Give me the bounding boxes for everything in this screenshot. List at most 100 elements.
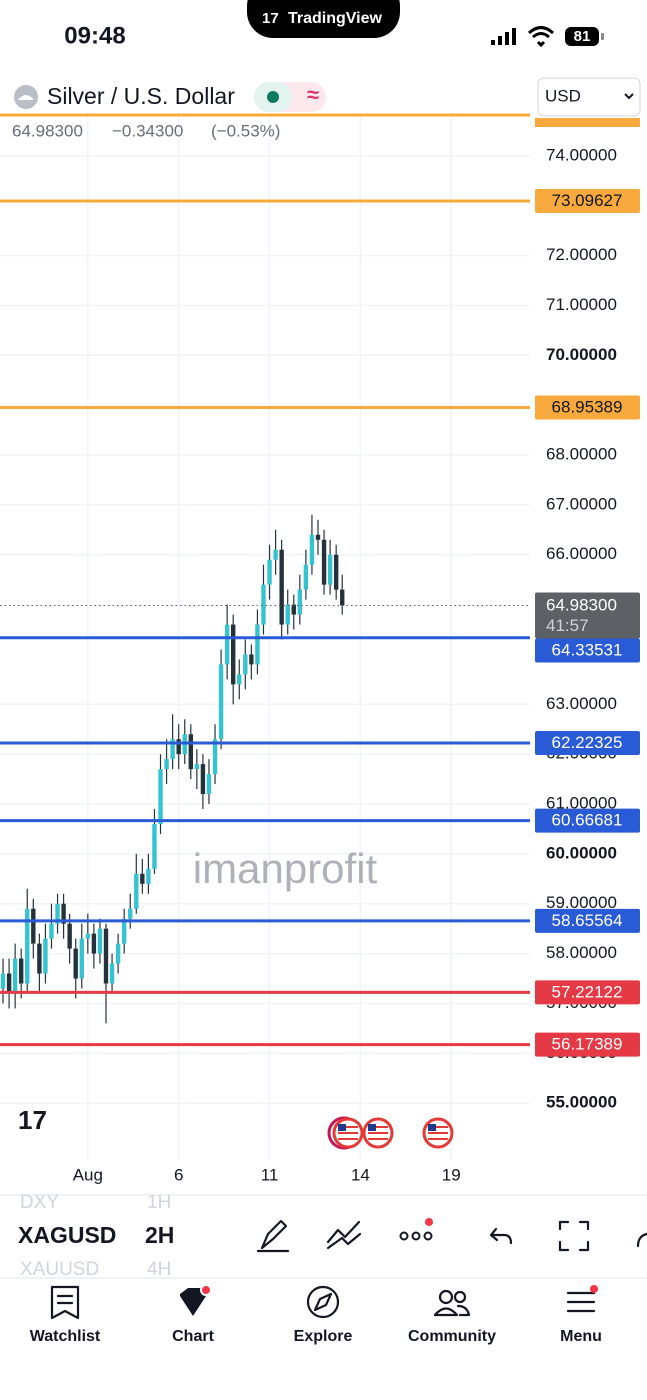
interval-option[interactable]: 1H <box>147 1192 171 1213</box>
candle-body <box>237 674 242 685</box>
delayed-icon: ≈ <box>307 82 319 107</box>
candle-body <box>6 973 12 994</box>
candle-body <box>206 774 212 795</box>
y-tick-label: 67.00000 <box>546 494 617 513</box>
level-label-bg <box>535 808 640 833</box>
interval-option[interactable]: 4H <box>147 1259 171 1280</box>
chart-icon[interactable] <box>180 1284 212 1316</box>
candle-body <box>85 933 91 939</box>
undo-button[interactable] <box>489 1227 513 1245</box>
candle-body <box>273 549 278 560</box>
community-icon[interactable] <box>433 1289 471 1317</box>
level-label-bg <box>535 731 640 756</box>
candle-body <box>315 534 321 540</box>
candle-body <box>285 604 290 625</box>
candle-body <box>327 554 333 585</box>
candle-body <box>218 664 224 740</box>
candle-body <box>158 769 163 824</box>
y-tick-label: 59.00000 <box>546 893 617 912</box>
candle-body <box>134 873 139 909</box>
tv-chart-logo: 17 <box>18 1105 47 1135</box>
x-tick-label: Aug <box>73 1165 103 1184</box>
more-tool[interactable] <box>399 1218 434 1241</box>
level-label: 60.66681 <box>552 811 623 830</box>
nav-label[interactable]: Explore <box>294 1328 353 1345</box>
candle-body <box>128 908 133 919</box>
level-label-bg <box>535 980 640 1005</box>
candle-body <box>115 943 121 964</box>
level-label: 73.09627 <box>552 191 623 210</box>
candle-body <box>19 958 24 984</box>
nav-label[interactable]: Watchlist <box>30 1328 101 1345</box>
y-tick-label: 60.00000 <box>546 843 617 862</box>
candle-body <box>55 903 60 924</box>
candle-body <box>37 943 42 974</box>
candle-body <box>243 654 248 675</box>
level-label-bg <box>535 1032 640 1057</box>
currency-select[interactable] <box>537 77 641 117</box>
x-tick-label: 6 <box>174 1165 183 1184</box>
price-change-pct: (−0.53%) <box>211 121 280 140</box>
symbol-current[interactable]: XAGUSD <box>18 1222 116 1248</box>
candle-body <box>267 559 272 585</box>
nav-label[interactable]: Chart <box>172 1328 214 1345</box>
candle-body <box>43 938 48 974</box>
candle-body <box>249 654 254 665</box>
candle-body <box>0 973 6 989</box>
symbol-name[interactable]: Silver / U.S. Dollar <box>47 83 235 109</box>
level-label-bg <box>535 188 640 213</box>
candle-body <box>255 624 260 665</box>
draw-tool[interactable] <box>256 1219 290 1253</box>
clock: 09:48 <box>64 22 125 49</box>
symbol-option[interactable]: XAUUSD <box>20 1259 99 1280</box>
chart-area: Aug 6 11 14 19 74.00000 72.00000 71.00000 70.000… <box>0 115 640 1184</box>
candle-body <box>261 584 266 625</box>
level-label: 64.33531 <box>552 640 623 659</box>
y-tick-label: 55.00000 <box>546 1093 617 1112</box>
candle-body <box>73 948 78 979</box>
y-tick-label: 72.00000 <box>546 245 617 264</box>
level-label-bg <box>535 908 640 933</box>
more-toolbar[interactable] <box>636 1232 647 1248</box>
level-label: 68.95389 <box>552 397 623 416</box>
indicator-tool[interactable] <box>326 1220 362 1250</box>
candle-body <box>333 554 339 590</box>
candle-body <box>49 923 54 939</box>
symbol-icon-mark <box>18 95 34 100</box>
fullscreen-button[interactable] <box>558 1220 590 1252</box>
explore-icon[interactable] <box>306 1285 340 1319</box>
x-tick-label: 14 <box>351 1165 370 1184</box>
watermark: imanprofit <box>193 845 378 892</box>
candle-body <box>176 739 181 755</box>
level-label: 62.22325 <box>552 733 623 752</box>
tv-logo: 17 <box>262 10 279 27</box>
candle-body <box>25 908 30 984</box>
price-change: −0.34300 <box>112 121 183 140</box>
candle-body <box>170 739 175 760</box>
candle-body <box>231 624 236 685</box>
y-tick-label: 71.00000 <box>546 295 617 314</box>
nav-label[interactable]: Menu <box>560 1328 602 1345</box>
candle-body <box>31 908 36 944</box>
symbol-option[interactable]: DXY <box>20 1192 59 1213</box>
watchlist-icon[interactable] <box>50 1285 80 1320</box>
candle-body <box>309 534 315 565</box>
menu-icon[interactable] <box>566 1285 598 1313</box>
candle-body <box>67 923 72 949</box>
candle-body <box>297 589 303 615</box>
current-price-bg <box>535 592 640 639</box>
event-flags[interactable] <box>327 1116 454 1150</box>
currency-label: USD <box>545 86 581 105</box>
y-tick-label: 58.00000 <box>546 943 617 962</box>
y-tick-label: 61.00000 <box>546 794 617 813</box>
battery-level: 81 <box>574 28 591 45</box>
interval-current[interactable]: 2H <box>145 1222 174 1248</box>
candle-body <box>91 933 97 954</box>
candle-body <box>164 759 169 770</box>
nav-label[interactable]: Community <box>408 1328 496 1345</box>
candle-body <box>200 764 206 795</box>
candle-body <box>121 918 127 944</box>
app-name: TradingView <box>288 10 383 27</box>
